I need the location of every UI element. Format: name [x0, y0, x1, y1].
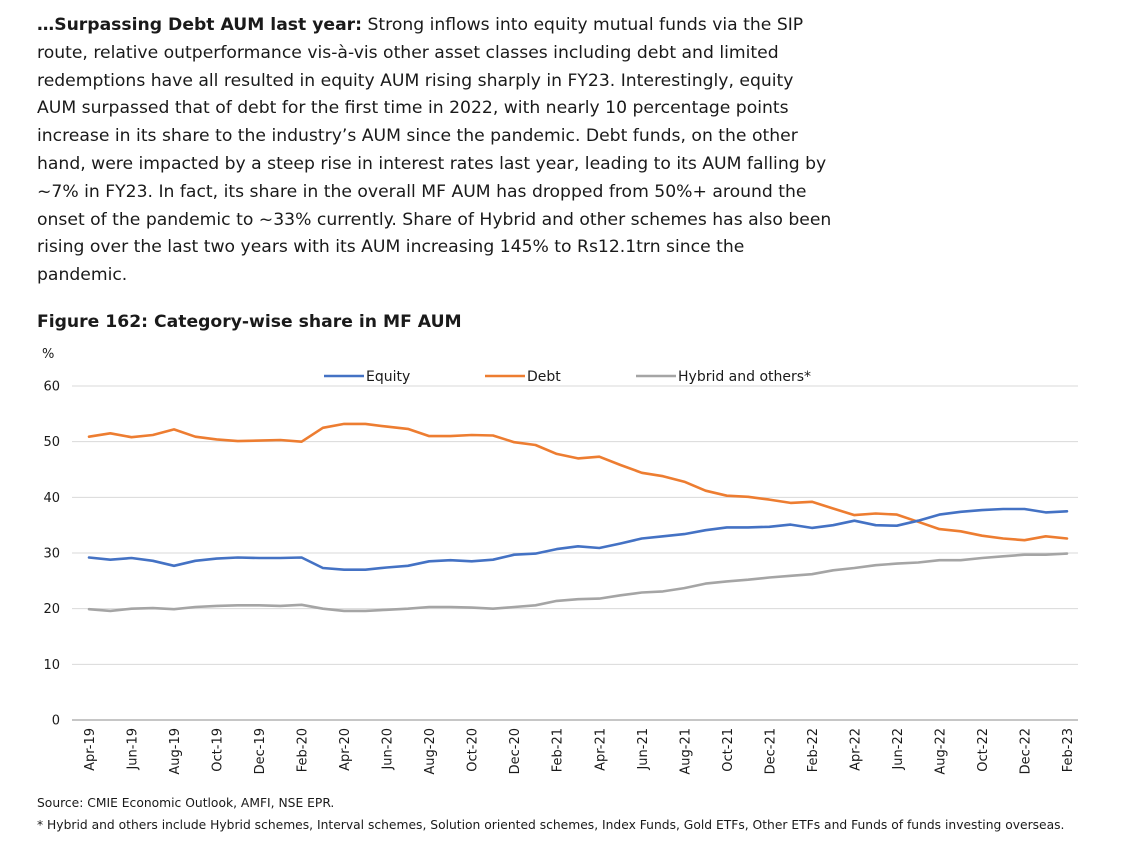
x-tick-Jun-20: Jun-20	[381, 728, 396, 771]
y-tick-40: 40	[43, 491, 60, 506]
x-tick-Apr-21: Apr-21	[593, 728, 608, 771]
y-tick-30: 30	[43, 547, 60, 562]
y-tick-10: 10	[43, 658, 60, 673]
x-tick-Apr-19: Apr-19	[83, 728, 98, 771]
x-axis-ticks: Apr-19 Jun-19 Aug-19 Oct-19 Dec-19 Feb-20 Apr-…	[83, 728, 1076, 775]
y-tick-0: 0	[52, 714, 60, 729]
x-tick-Apr-22: Apr-22	[848, 728, 863, 771]
x-tick-Feb-20: Feb-20	[296, 728, 311, 772]
paragraph-text: Strong inflows into equity mutual funds …	[37, 15, 832, 286]
x-tick-Oct-22: Oct-22	[976, 728, 991, 772]
x-tick-Oct-21: Oct-21	[721, 728, 736, 772]
source-note: Source: CMIE Economic Outlook, AMFI, NSE…	[37, 796, 335, 810]
x-tick-Feb-21: Feb-21	[551, 728, 566, 772]
x-tick-Dec-20: Dec-20	[508, 728, 523, 774]
y-tick-50: 50	[43, 435, 60, 450]
legend-label-equity: Equity	[366, 369, 410, 385]
x-tick-Aug-21: Aug-21	[678, 728, 693, 775]
series-line-equity	[87, 507, 1069, 571]
y-tick-60: 60	[43, 380, 60, 395]
x-tick-Feb-22: Feb-22	[806, 728, 821, 772]
x-tick-Oct-20: Oct-20	[466, 728, 481, 772]
x-tick-Jun-19: Jun-19	[126, 728, 141, 771]
y-axis-ticks: 0 10 20 30 40 50 60	[43, 380, 60, 729]
x-tick-Apr-20: Apr-20	[338, 728, 353, 771]
x-tick-Jun-22: Jun-22	[891, 728, 906, 771]
x-tick-Dec-19: Dec-19	[253, 728, 268, 774]
paragraph-lead: …Surpassing Debt AUM last year:	[37, 15, 363, 35]
chart-legend: Equity Debt Hybrid and others*	[324, 369, 811, 385]
intro-paragraph: …Surpassing Debt AUM last year: Strong i…	[37, 12, 837, 290]
chart-series	[87, 422, 1069, 613]
x-tick-Aug-20: Aug-20	[423, 728, 438, 775]
x-tick-Oct-19: Oct-19	[211, 728, 226, 772]
x-tick-Aug-22: Aug-22	[933, 728, 948, 775]
y-tick-20: 20	[43, 602, 60, 617]
x-tick-Aug-19: Aug-19	[168, 728, 183, 775]
chart-gridlines	[72, 385, 1078, 721]
footnote: * Hybrid and others include Hybrid schem…	[37, 818, 1065, 832]
x-tick-Feb-23: Feb-23	[1061, 728, 1076, 772]
series-line-debt	[87, 422, 1069, 542]
x-tick-Jun-21: Jun-21	[636, 728, 651, 771]
x-tick-Dec-22: Dec-22	[1018, 728, 1033, 774]
figure-title: Figure 162: Category-wise share in MF AU…	[37, 312, 462, 332]
legend-label-debt: Debt	[527, 369, 561, 385]
line-chart: 0 10 20 30 40 50 60 % Apr-19 Jun-19 Aug-19 Oct-19…	[42, 347, 1078, 775]
series-line-hybrid-and-others	[87, 552, 1069, 613]
legend-label-hybrid-and-others: Hybrid and others*	[678, 369, 811, 385]
y-axis-label: %	[42, 347, 54, 362]
x-tick-Dec-21: Dec-21	[763, 728, 778, 774]
